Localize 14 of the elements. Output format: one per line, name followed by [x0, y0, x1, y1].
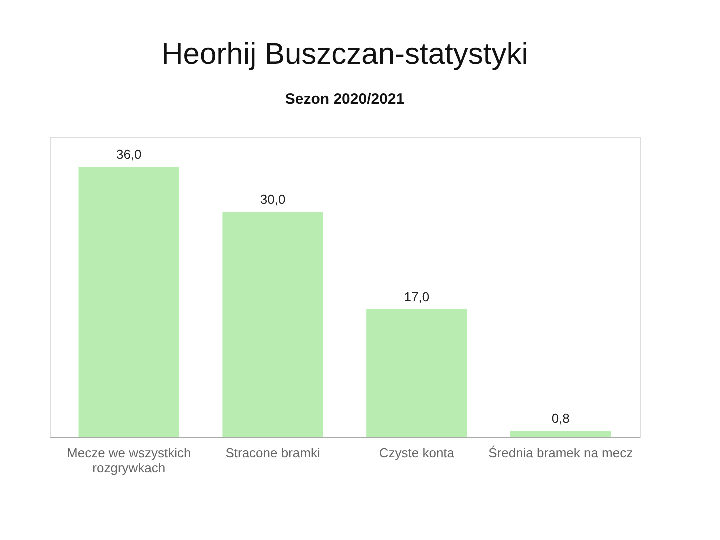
- bar: [222, 212, 324, 437]
- data-label: 36,0: [116, 147, 142, 162]
- x-tick-label: Mecze we wszystkich rozgrywkach: [67, 446, 192, 476]
- x-tick-label: Czyste konta: [379, 446, 456, 460]
- bar: [510, 431, 612, 437]
- chart-title: Heorhij Buszczan-statystyki: [162, 38, 528, 71]
- data-label: 30,0: [260, 192, 286, 207]
- x-tick-label: Stracone bramki: [226, 446, 320, 460]
- chart-subtitle: Sezon 2020/2021: [285, 91, 405, 108]
- data-label: 0,8: [552, 411, 570, 426]
- bar: [366, 310, 468, 437]
- x-tick-label: Średnia bramek na mecz: [488, 446, 634, 460]
- data-label: 17,0: [404, 290, 430, 304]
- bar: [78, 167, 180, 437]
